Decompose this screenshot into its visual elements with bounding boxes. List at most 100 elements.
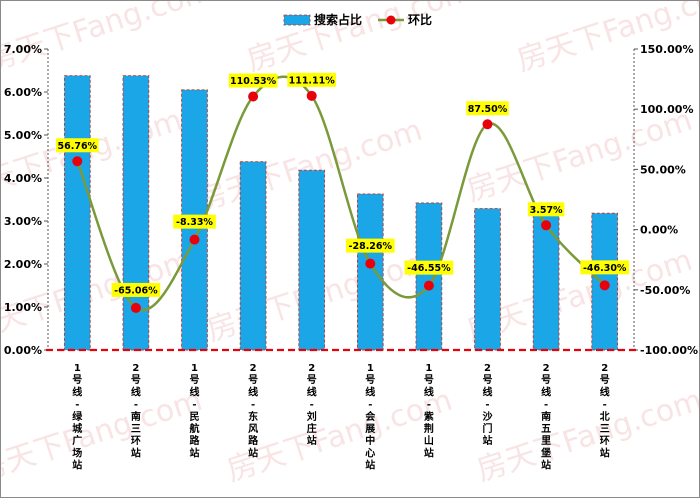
category-label-char: - [251,400,255,411]
category-label-char: 环 [600,435,610,447]
data-label: -46.30% [583,263,627,274]
category-label-char: - [192,400,196,411]
data-label: -65.06% [114,285,158,296]
data-label: 111.11% [289,75,336,86]
category-label-char: 2 [250,363,257,374]
category-label-char: 2 [601,363,608,374]
category-label-char: 线 [365,385,375,398]
category-label-char: 站 [131,446,141,459]
category-label-char: - [134,400,138,411]
category-label-char: 五 [541,423,551,435]
category-label-char: 风 [248,423,258,435]
line-point [599,280,610,291]
data-label: -46.55% [407,263,451,274]
category-label-char: 线 [541,385,551,398]
category-label-char: 1 [425,363,432,374]
watermark-text: 房天下Fang.com [513,1,699,79]
data-label-box [345,238,395,253]
line-point [423,280,434,291]
category-label-char: 庄 [307,422,317,435]
data-label-box [404,260,454,275]
category-label-char: 航 [190,422,200,435]
category-label-char: - [310,400,314,411]
data-label: 56.76% [58,141,98,152]
category-label-char: 号 [424,374,434,386]
data-label: 87.50% [468,104,508,115]
line-point [365,258,376,269]
category-label-char: 2 [543,363,550,374]
category-label-char: 线 [190,385,200,398]
category-label-char: 山 [424,434,434,447]
line-path [76,75,606,312]
left-tick-label: 5.00% [4,129,42,142]
category-label-char: - [603,400,607,411]
data-label-layer: 56.76% -65.06% -8.33% 110.53% 111.11% -28.26%… [56,72,630,297]
category-label-char: 1 [74,363,81,374]
right-tick-label: 50.00% [640,163,686,176]
left-tick-label: 3.00% [4,215,42,228]
category-label-char: 站 [72,459,82,472]
category-label-char: 1 [367,363,374,374]
category-label-char: 荆 [424,422,434,435]
category-label-char: 号 [365,374,375,386]
data-label-box [287,72,337,87]
line-point [248,91,259,102]
category-label-char: 刘 [307,410,317,423]
data-label-box [527,202,565,217]
category-label-char: 站 [600,446,610,459]
category-label-char: 站 [424,446,434,459]
bar [239,161,267,351]
category-label-char: 三 [131,423,141,435]
watermark-text: 房天下Fang.com [473,383,699,489]
left-tick-label: 6.00% [4,86,42,99]
category-label-char: 东 [248,410,258,423]
category-label-char: - [427,400,431,411]
category-label-char: 线 [248,385,258,398]
line-point [482,119,493,130]
category-label-char: 沙 [483,411,493,423]
category-label-char: 里 [541,435,551,447]
line-point [72,156,83,167]
category-label-char: 场 [72,446,82,459]
category-label-char: 站 [248,446,258,459]
category-label-char: - [75,400,79,411]
category-label-char: 城 [72,422,82,435]
left-tick-label: 4.00% [4,172,42,185]
category-label-char: 民 [190,411,200,423]
watermark-text: 房天下Fang.com [463,103,697,209]
category-label-char: 线 [72,385,82,398]
category-label-char: 广 [72,434,82,447]
category-label-char: 线 [307,385,317,398]
category-label-char: 号 [190,374,200,386]
data-label-box [466,101,509,116]
category-label-char: 路 [248,434,259,447]
category-label-char: 号 [541,374,551,386]
legend-bar-swatch [283,14,311,26]
category-label-char: 线 [600,385,610,398]
bar [63,75,91,351]
category-label-char: 心 [365,447,375,459]
data-label-box [228,73,278,88]
category-label-char: 线 [424,385,434,398]
data-label: -8.33% [176,217,213,228]
category-label-char: 号 [72,374,82,386]
category-label-char: - [368,400,372,411]
category-label-char: 2 [132,363,139,374]
line-point [541,220,552,231]
watermark-text: 房天下Fang.com [1,383,207,489]
data-label-box [111,282,161,297]
line-point [306,90,317,101]
category-label-char: 号 [131,374,141,386]
category-label-char: 号 [483,374,493,386]
data-label: -28.26% [349,241,393,252]
category-label-char: 号 [600,374,610,386]
bar [415,202,443,351]
category-label-char: 线 [483,385,493,398]
right-tick-label: -50.00% [640,284,690,297]
line-series [72,75,610,313]
line-point [130,302,141,313]
category-label-char: 绿 [72,410,83,423]
category-label-char: 会 [365,410,375,423]
